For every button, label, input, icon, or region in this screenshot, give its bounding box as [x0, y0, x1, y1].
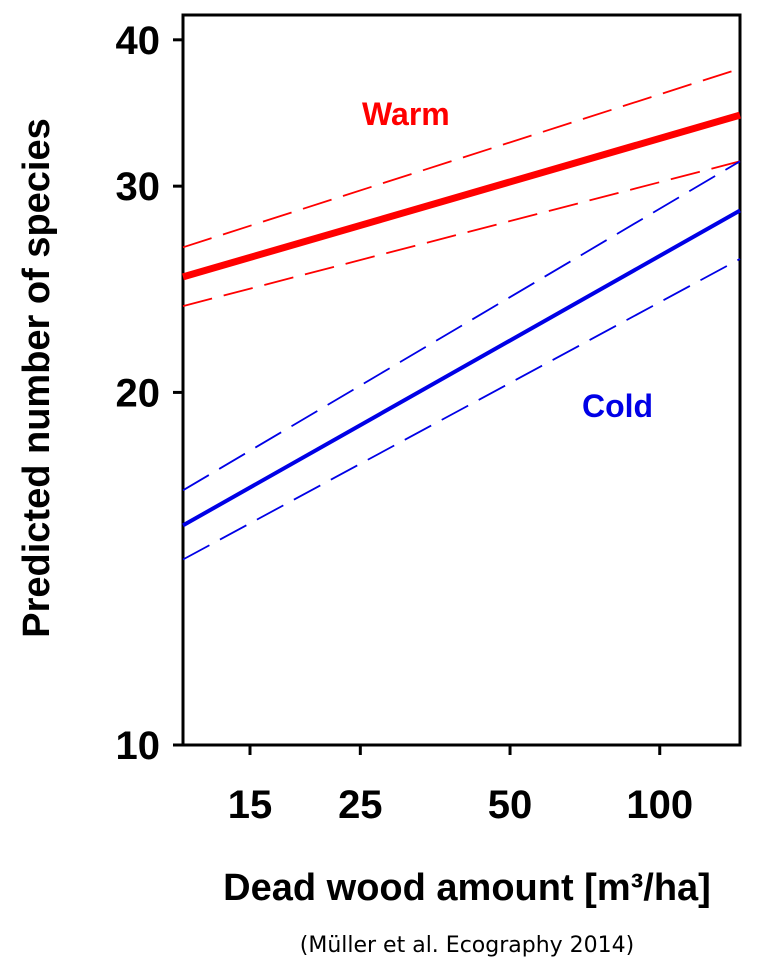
x-tick-label: 100	[626, 783, 693, 827]
y-axis-title: Predicted number of species	[16, 118, 58, 638]
x-tick-label: 15	[228, 783, 273, 827]
x-tick-label: 50	[488, 783, 533, 827]
y-axis-ticks: 10 20 30 40	[116, 19, 183, 768]
x-axis-title: Dead wood amount [m³/ha]	[223, 867, 711, 909]
y-tick-label: 40	[116, 19, 161, 63]
y-tick-label: 20	[116, 371, 161, 415]
series-line-band-4	[182, 160, 741, 492]
series-line-band-2	[182, 160, 741, 307]
x-tick-label: 25	[338, 783, 383, 827]
x-axis-ticks: 15 25 50 100	[228, 745, 693, 827]
y-tick-label: 10	[116, 724, 161, 768]
cold-label: Cold	[582, 388, 653, 424]
series-line-warm-0	[182, 111, 741, 281]
plot-frame	[181, 13, 742, 747]
series-line-cold-3	[182, 208, 741, 528]
citation: (Müller et al. Ecography 2014)	[300, 933, 634, 958]
series-line-band-1	[182, 67, 741, 249]
series-line-band-5	[182, 258, 741, 561]
series-layer	[182, 67, 741, 561]
y-tick-label: 30	[116, 165, 161, 209]
warm-label: Warm	[362, 96, 450, 132]
